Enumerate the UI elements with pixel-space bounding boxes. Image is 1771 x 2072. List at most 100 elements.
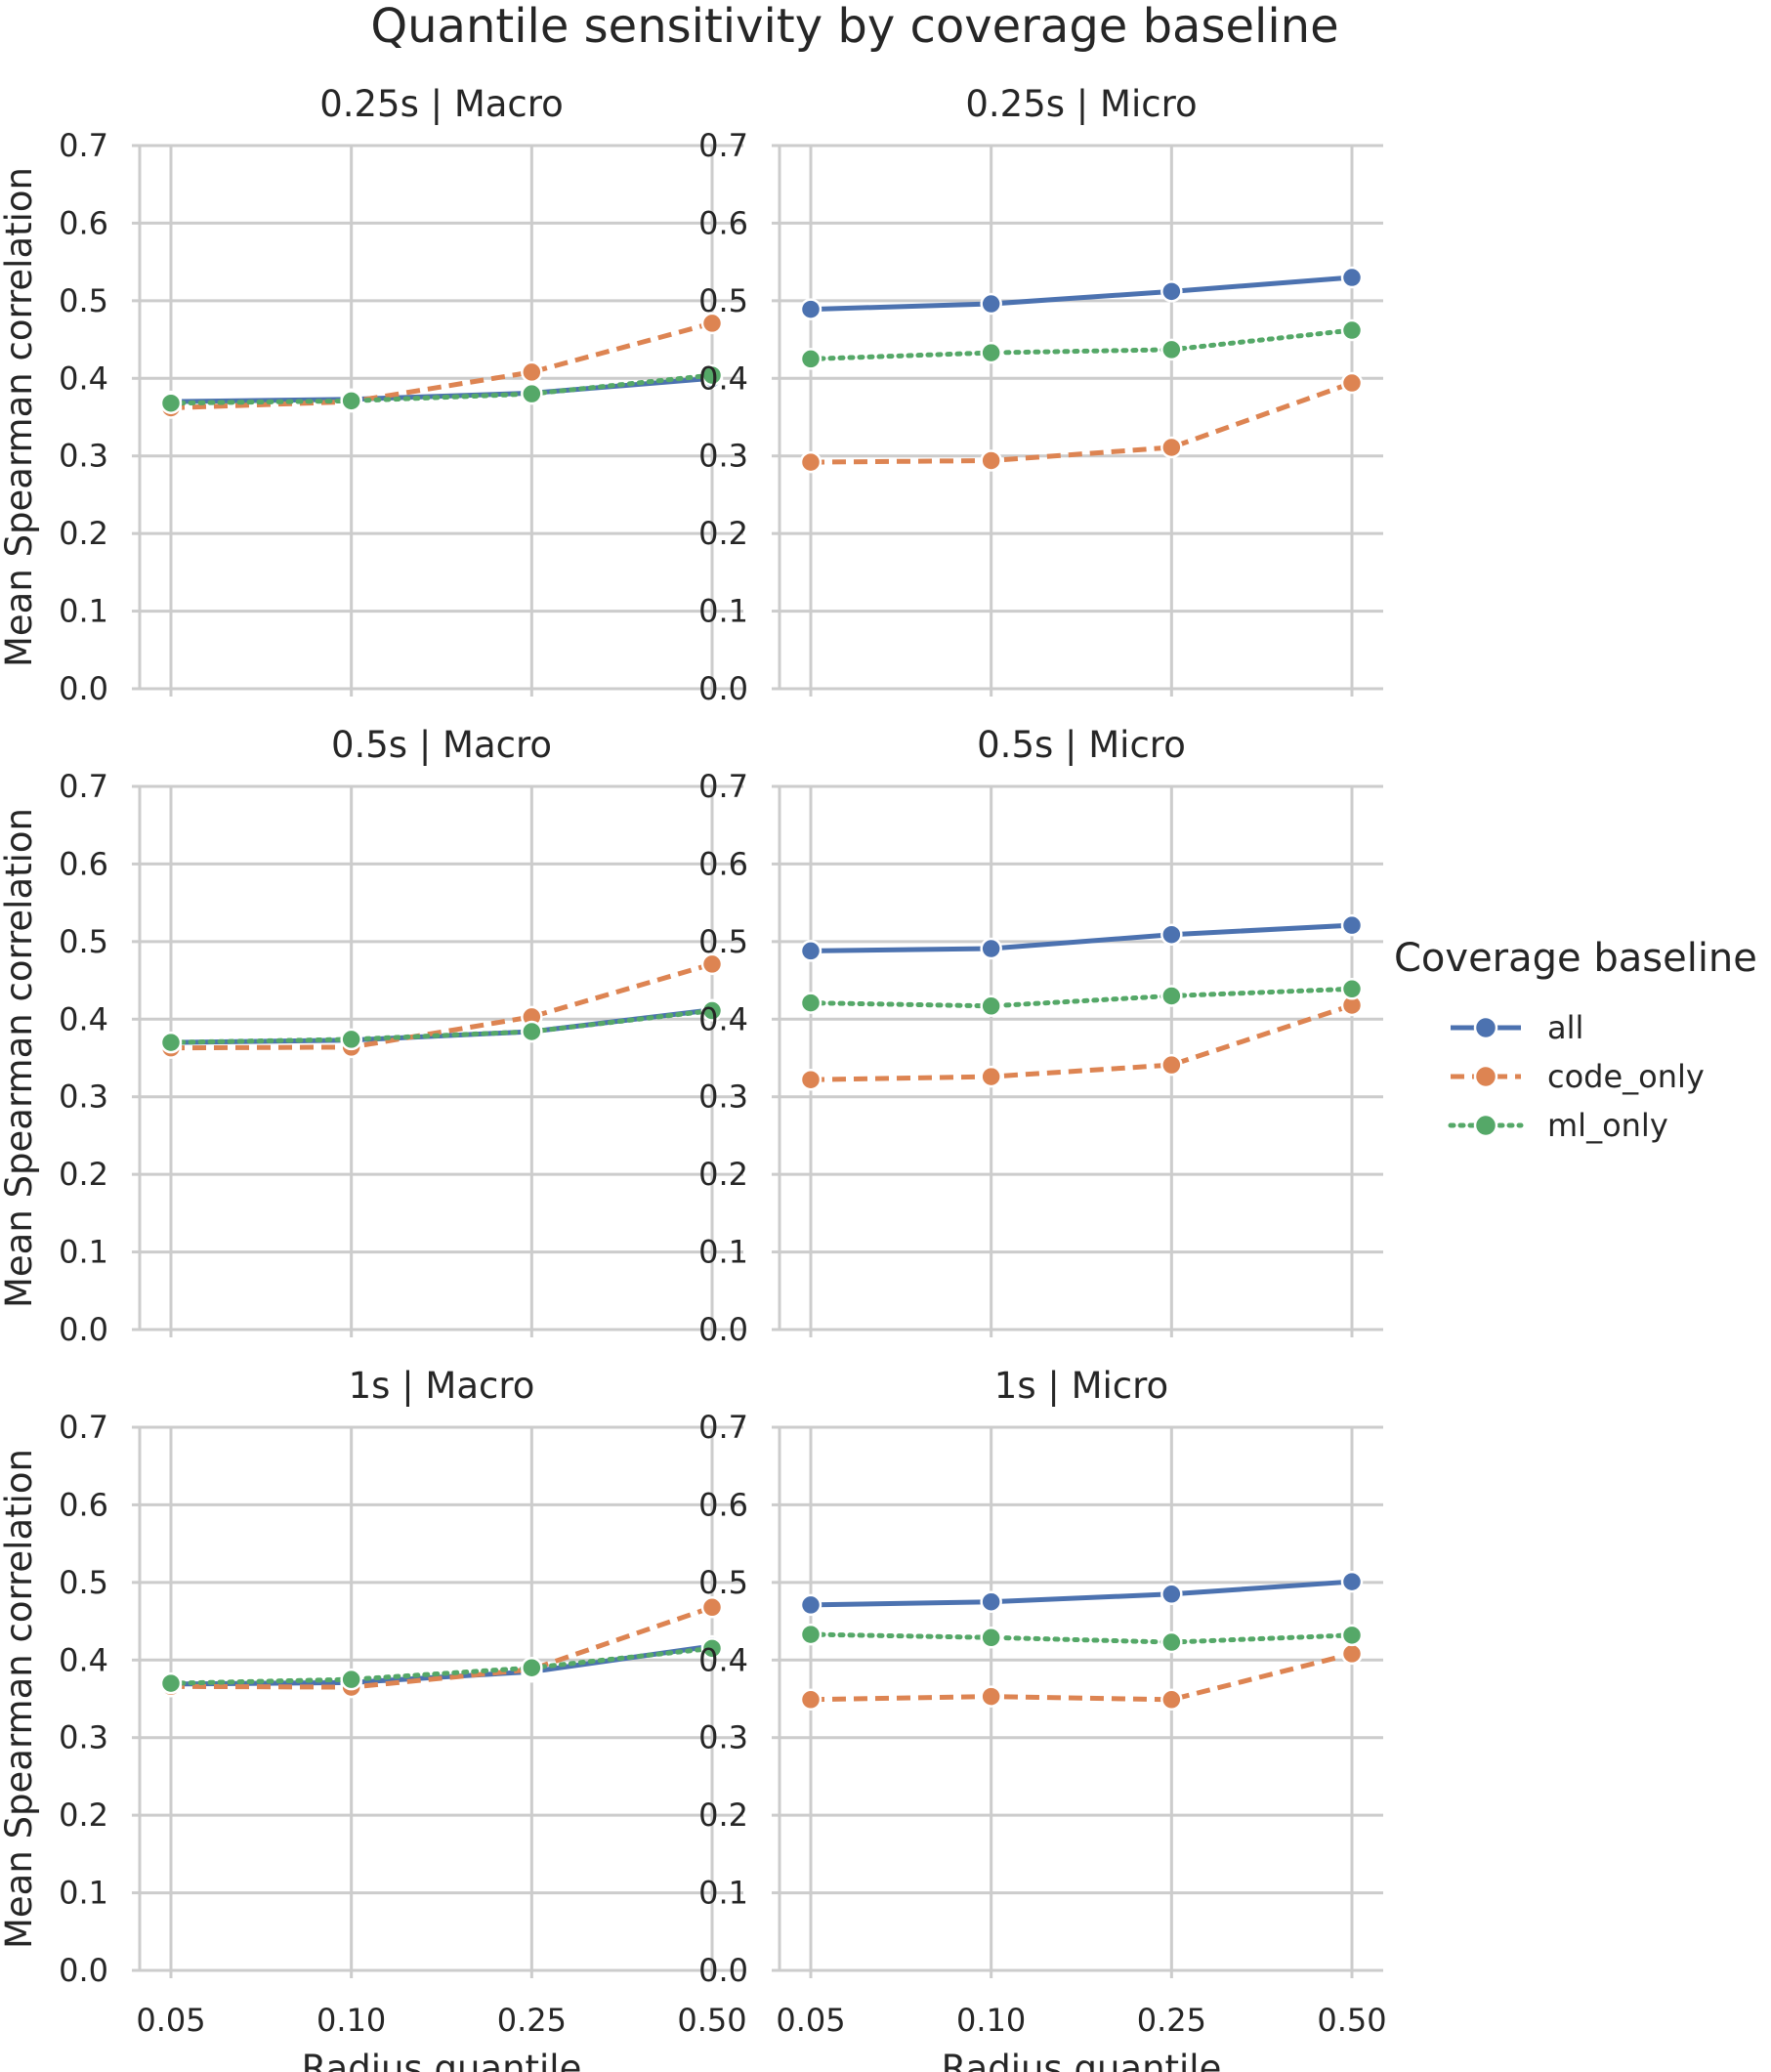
y-tick-label: 0.2	[698, 515, 748, 552]
y-tick-label: 0.4	[59, 1000, 108, 1037]
x-tick-label: 0.50	[677, 2002, 746, 2039]
series-line-code_only	[810, 380, 1353, 465]
y-tick-label: 0.6	[698, 204, 748, 241]
y-tick-label: 0.3	[698, 438, 748, 475]
series-line-code_only	[170, 320, 713, 410]
legend-label: code_only	[1547, 1058, 1705, 1095]
y-tick-label: 0.1	[59, 1875, 108, 1912]
data-point-ml_only	[980, 1627, 1002, 1649]
series-line-all	[170, 1007, 713, 1045]
y-tick-label: 0.6	[59, 1486, 108, 1523]
y-tick-label: 0.3	[698, 1078, 748, 1116]
y-tick-label: 0.7	[698, 1409, 748, 1446]
data-point-ml_only	[1340, 318, 1364, 342]
data-point-ml_only	[1340, 1624, 1364, 1647]
legend-title: Coverage baseline	[1394, 936, 1757, 981]
data-point-ml_only	[340, 1028, 362, 1051]
data-point-all	[980, 1590, 1002, 1613]
data-point-ml_only	[159, 1031, 183, 1054]
y-tick-label: 0.2	[698, 1156, 748, 1193]
data-point-all	[799, 298, 822, 320]
data-point-code_only	[1340, 1642, 1364, 1666]
x-tick-label: 0.25	[497, 2002, 567, 2039]
data-point-code_only	[799, 1068, 822, 1091]
data-point-ml_only	[700, 363, 724, 387]
panel-title: 0.25s | Micro	[965, 83, 1197, 125]
y-tick-label: 0.0	[698, 1952, 748, 1989]
x-tick-label: 0.50	[1317, 2002, 1386, 2039]
y-tick-label: 0.5	[698, 282, 748, 319]
data-point-code_only	[980, 1685, 1002, 1708]
y-tick-label: 0.3	[59, 438, 108, 475]
panel-4: 0.0 0.1 0.2 0.3 0.4 0.5 0.6 0.7 0.5s | Micro	[698, 724, 1383, 1348]
data-point-all	[799, 940, 822, 962]
data-point-all	[980, 937, 1002, 960]
x-tick-label: 0.25	[1137, 2002, 1206, 2039]
panel-5: 0.0 0.1 0.2 0.3 0.4 0.5 0.6 0.7 1s | Macro Mean S…	[0, 1365, 747, 2072]
y-tick-label: 0.4	[698, 1000, 748, 1037]
y-tick-label: 0.1	[698, 1875, 748, 1912]
series-line-ml_only	[168, 1645, 715, 1686]
data-point-all	[1160, 1583, 1183, 1606]
y-tick-label: 0.5	[59, 1564, 108, 1601]
x-tick-label: 0.10	[316, 2002, 386, 2039]
y-tick-label: 0.1	[698, 1234, 748, 1271]
data-point-ml_only	[1340, 978, 1364, 1000]
y-tick-label: 0.3	[59, 1719, 108, 1756]
data-point-code_only	[1160, 1688, 1183, 1712]
legend-entry-all: all	[1451, 1009, 1583, 1046]
data-point-ml_only	[340, 1668, 362, 1691]
series-line-ml_only	[168, 1008, 715, 1045]
data-point-code_only	[799, 1688, 822, 1712]
series-line-ml_only	[808, 1631, 1355, 1645]
data-point-code_only	[980, 1065, 1002, 1088]
data-point-ml_only	[1160, 338, 1183, 361]
panel-6: 0.0 0.1 0.2 0.3 0.4 0.5 0.6 0.7 1s | Micro 0.05 0.…	[698, 1365, 1387, 2072]
legend-marker	[1473, 1113, 1498, 1138]
data-point-ml_only	[159, 392, 183, 414]
series-line-code_only	[170, 1604, 713, 1690]
facet-grid: 0.0 0.1 0.2 0.3 0.4 0.5 0.6 0.7 0.25s | Macro Mea…	[0, 83, 1387, 2072]
data-point-ml_only	[521, 1656, 543, 1679]
y-tick-label: 0.2	[59, 515, 108, 552]
chart-title: Quantile sensitivity by coverage baselin…	[370, 0, 1338, 54]
data-point-code_only	[1160, 436, 1183, 459]
data-point-ml_only	[340, 390, 362, 412]
y-tick-label: 0.7	[59, 127, 108, 164]
legend: Coverage baseline all code_only ml_only	[1394, 936, 1757, 1144]
series-line-code_only	[810, 1651, 1353, 1703]
data-point-ml_only	[700, 1637, 724, 1660]
y-tick-label: 0.2	[59, 1797, 108, 1834]
x-axis-label: Radius quantile	[302, 2048, 582, 2072]
data-point-all	[1340, 913, 1364, 937]
y-tick-label: 0.5	[698, 923, 748, 960]
y-axis-label: Mean Spearman correlation	[0, 1449, 40, 1949]
legend-marker	[1473, 1064, 1498, 1089]
panel-2: 0.0 0.1 0.2 0.3 0.4 0.5 0.6 0.7 0.25s | Micro	[698, 83, 1383, 707]
y-tick-label: 0.4	[698, 359, 748, 397]
y-tick-label: 0.0	[698, 1311, 748, 1348]
series-line-ml_only	[808, 986, 1355, 1009]
y-tick-label: 0.6	[59, 845, 108, 882]
legend-entry-ml_only: ml_only	[1448, 1107, 1668, 1144]
data-point-all	[799, 1593, 822, 1617]
data-point-ml_only	[799, 992, 822, 1014]
data-point-ml_only	[521, 382, 543, 405]
data-point-ml_only	[980, 994, 1002, 1018]
series-line-ml_only	[808, 327, 1355, 361]
y-tick-label: 0.1	[59, 593, 108, 630]
y-tick-label: 0.1	[59, 1234, 108, 1271]
legend-label: ml_only	[1547, 1107, 1668, 1144]
series-line-all	[810, 922, 1353, 953]
y-tick-label: 0.7	[59, 1409, 108, 1446]
series-line-all	[810, 275, 1353, 313]
y-tick-label: 0.1	[698, 593, 748, 630]
series-line-code_only	[170, 961, 713, 1051]
data-point-ml_only	[799, 1623, 822, 1646]
data-point-all	[1340, 266, 1364, 289]
data-point-ml_only	[700, 999, 724, 1022]
y-tick-label: 0.4	[698, 1641, 748, 1678]
data-point-code_only	[521, 360, 543, 384]
series-line-all	[810, 1579, 1353, 1608]
